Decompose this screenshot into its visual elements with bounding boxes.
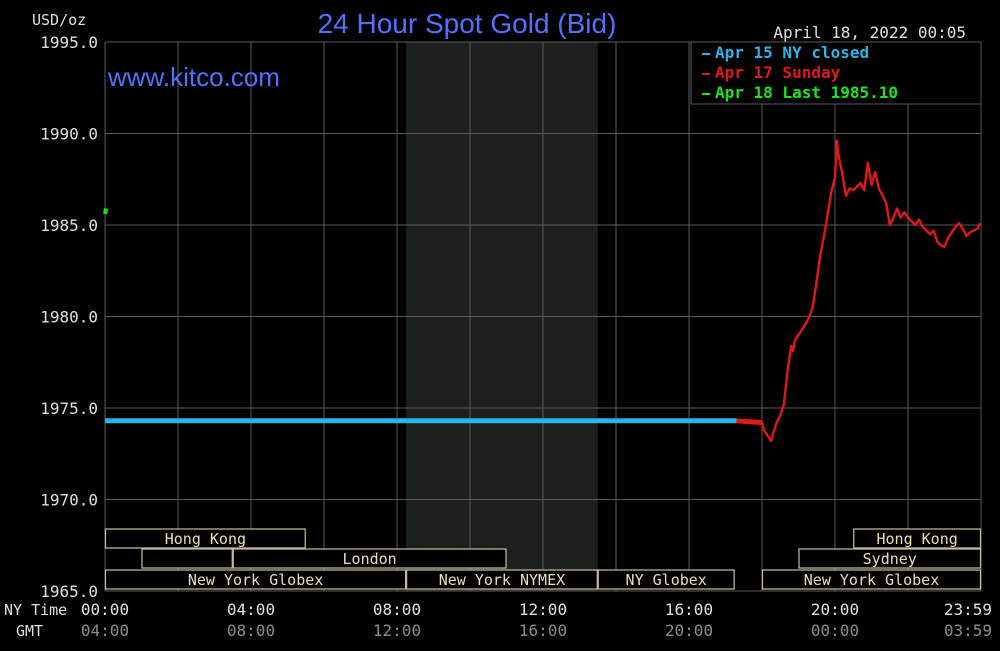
series-red-flat-segment [736, 418, 763, 426]
legend-box [690, 41, 982, 105]
x-tick-label-ny: 23:59 [944, 600, 992, 619]
y-tick-label: 1980.0 [40, 308, 98, 327]
session-label: NY Globex [626, 571, 707, 589]
ny-time-label: NY Time [4, 601, 67, 619]
y-tick-label: 1985.0 [40, 216, 98, 235]
series-line-3 [103, 208, 109, 215]
x-tick-label-gmt: 12:00 [373, 621, 421, 640]
gmt-label: GMT [16, 622, 43, 640]
session-bar [761, 569, 982, 590]
x-tick-label-ny: 12:00 [519, 600, 567, 619]
x-tick-label-ny: 04:00 [227, 600, 275, 619]
x-tick-label-gmt: 03:59 [944, 621, 992, 640]
session-label: Hong Kong [876, 530, 957, 548]
session-bar [232, 548, 507, 569]
session-bar [104, 569, 407, 590]
x-tick-label-ny: 08:00 [373, 600, 421, 619]
watermark: www.kitco.com [107, 62, 280, 92]
x-tick-label-ny: 20:00 [811, 600, 859, 619]
x-tick-label-gmt: 16:00 [519, 621, 567, 640]
legend-entry: Apr 18 Last 1985.10 [715, 83, 898, 102]
x-tick-label-ny: 00:00 [81, 600, 129, 619]
x-tick-label-gmt: 00:00 [811, 621, 859, 640]
x-tick-label-gmt: 04:00 [81, 621, 129, 640]
y-tick-label: 1995.0 [40, 33, 98, 52]
session-label: New York NYMEX [439, 571, 565, 589]
y-tick-label: 1970.0 [40, 491, 98, 510]
session-bar [104, 528, 306, 549]
session-bar [406, 569, 598, 590]
session-bar [798, 548, 982, 569]
session-bar [853, 528, 982, 549]
series-line-2 [736, 139, 982, 443]
x-tick-label-gmt: 20:00 [665, 621, 713, 640]
session-label: New York Globex [188, 571, 323, 589]
session-label: Hong Kong [165, 530, 246, 548]
legend-entry: Apr 17 Sunday [715, 63, 841, 82]
x-tick-label-gmt: 08:00 [227, 621, 275, 640]
legend-entry: Apr 15 NY closed [715, 43, 869, 62]
y-tick-label: 1990.0 [40, 125, 98, 144]
session-label: New York Globex [804, 571, 939, 589]
y-tick-label: 1965.0 [40, 582, 98, 601]
chart-date: April 18, 2022 00:05 [773, 23, 966, 42]
chart-title: 24 Hour Spot Gold (Bid) [318, 8, 617, 39]
unit-label: USD/oz [32, 11, 86, 29]
session-bar [141, 548, 233, 569]
session-label: London [343, 550, 397, 568]
y-tick-label: 1975.0 [40, 399, 98, 418]
session-bar [597, 569, 735, 590]
x-tick-label-ny: 16:00 [665, 600, 713, 619]
session-label: Sydney [863, 550, 917, 568]
